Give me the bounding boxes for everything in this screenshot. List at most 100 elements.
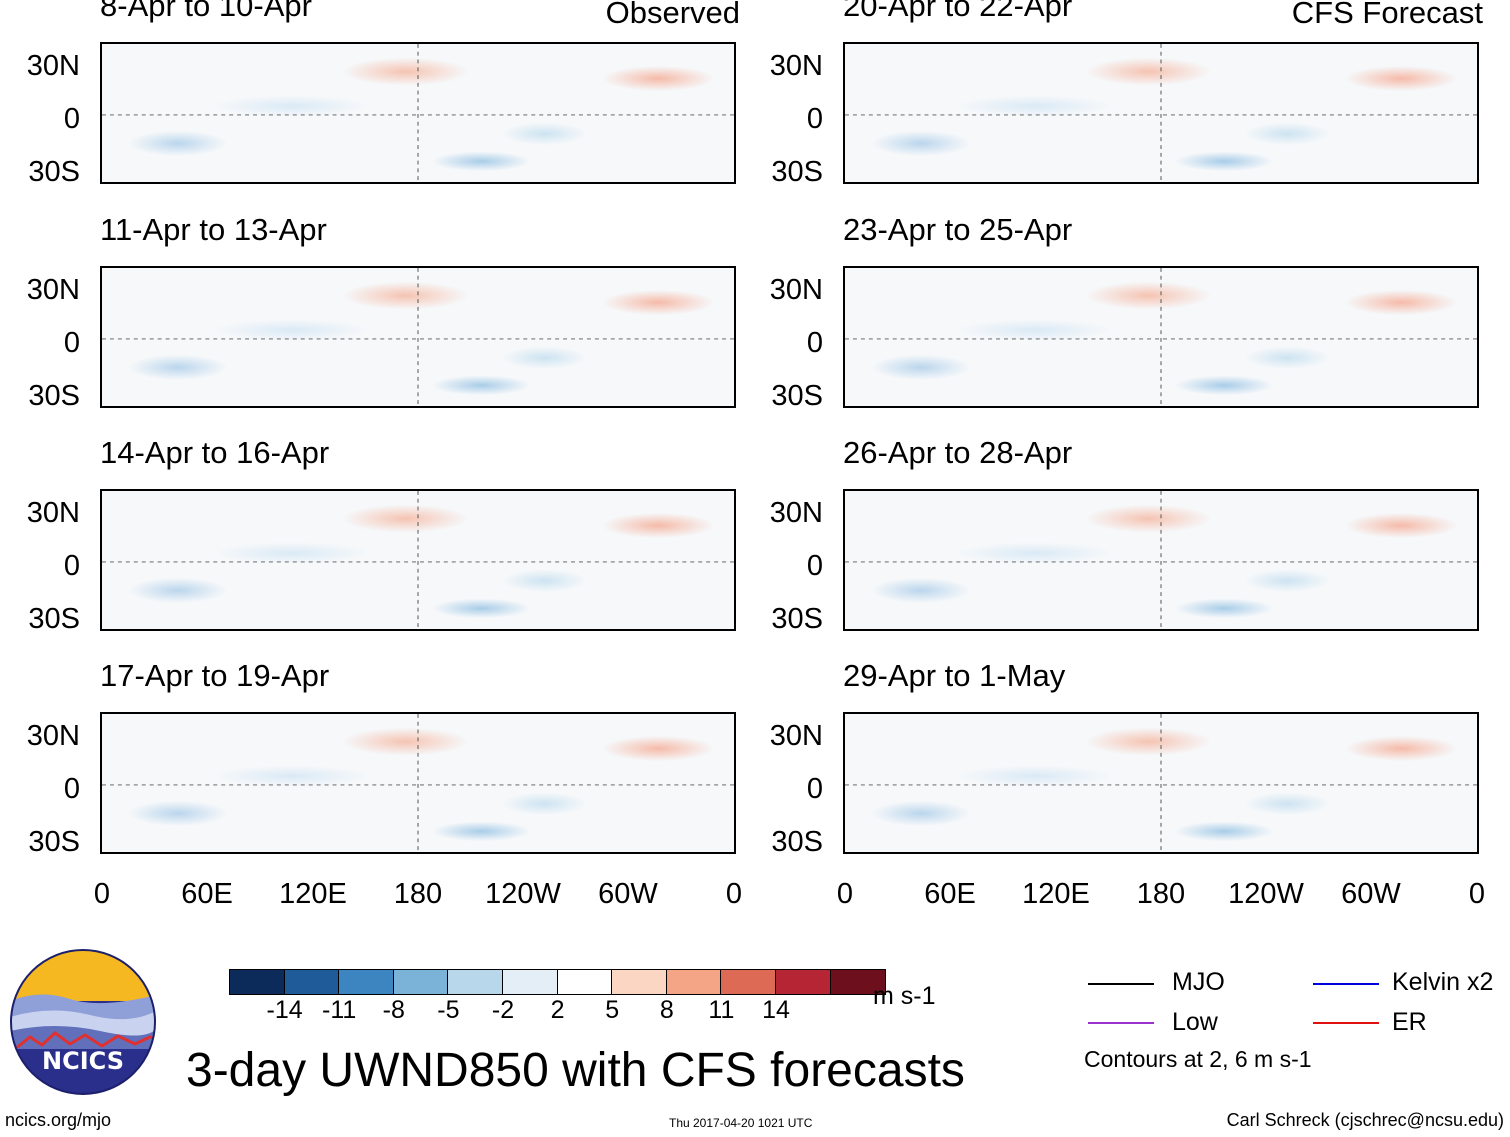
colorbar-box xyxy=(666,970,722,994)
y-tick: 30S xyxy=(771,826,823,858)
legend-label: Kelvin x2 xyxy=(1392,968,1494,996)
map-plot xyxy=(843,266,1479,408)
x-tick: 60E xyxy=(181,878,233,910)
panel-observed-1: 8-Apr to 10-Apr Observed xyxy=(100,0,740,220)
panel-observed-4: 17-Apr to 19-Apr xyxy=(100,658,740,890)
x-tick: 180 xyxy=(393,878,443,910)
y-tick: 30S xyxy=(28,603,80,635)
colorbar-units: m s-1 xyxy=(873,982,936,1010)
main-title: 3-day UWND850 with CFS forecasts xyxy=(186,1044,965,1097)
map-plot xyxy=(100,266,736,408)
panel-observed-3: 14-Apr to 16-Apr xyxy=(100,435,740,667)
map-plot xyxy=(843,489,1479,631)
footer-url[interactable]: ncics.org/mjo xyxy=(5,1110,112,1130)
y-tick: 30N xyxy=(769,720,823,752)
panel-title: 20-Apr to 22-Apr xyxy=(843,0,1073,23)
x-axis-right: 0 60E 120E 180 120W 60W 0 xyxy=(837,878,1486,914)
x-tick: 0 xyxy=(1468,878,1486,910)
panel-title: 29-Apr to 1-May xyxy=(843,658,1066,693)
colorbar-label: 11 xyxy=(708,996,735,1024)
colorbar-box xyxy=(284,970,340,994)
map-plot xyxy=(843,42,1479,184)
panel-forecast-4: 29-Apr to 1-May xyxy=(843,658,1483,890)
colorbar-box xyxy=(557,970,613,994)
colorbar-box xyxy=(830,970,886,994)
x-tick: 120E xyxy=(1022,878,1090,910)
y-tick: 0 xyxy=(63,550,80,582)
panel-forecast-3: 26-Apr to 28-Apr xyxy=(843,435,1483,667)
y-tick: 30N xyxy=(769,50,823,82)
colorbar-label: -14 xyxy=(266,996,303,1024)
y-tick: 0 xyxy=(806,103,823,135)
colorbar-label: -5 xyxy=(437,996,460,1024)
legend-label: Low xyxy=(1172,1008,1218,1036)
footer-author: Carl Schreck (cjschrec@ncsu.edu) xyxy=(1226,1110,1504,1130)
y-tick: 30N xyxy=(26,274,80,306)
colorbar-box xyxy=(612,970,667,994)
y-tick: 0 xyxy=(806,550,823,582)
y-tick: 30S xyxy=(28,156,80,188)
colorbar-label: 8 xyxy=(659,996,674,1024)
panel-title: 14-Apr to 16-Apr xyxy=(100,435,330,470)
x-tick: 0 xyxy=(93,878,111,910)
y-tick: 0 xyxy=(806,773,823,805)
panel-forecast-1: 20-Apr to 22-Apr CFS Forecast xyxy=(843,0,1483,220)
colorbar-box xyxy=(502,970,558,994)
colorbar-box xyxy=(230,970,285,994)
y-tick: 30N xyxy=(26,50,80,82)
x-tick: 60E xyxy=(924,878,976,910)
panel-title: 17-Apr to 19-Apr xyxy=(100,658,330,693)
y-tick: 0 xyxy=(806,327,823,359)
legend-swatch-mjo xyxy=(1088,983,1154,985)
panel-title: 8-Apr to 10-Apr xyxy=(100,0,312,23)
panel-observed-2: 11-Apr to 13-Apr xyxy=(100,212,740,444)
legend-swatch-er xyxy=(1313,1022,1379,1024)
colorbar-label: 2 xyxy=(550,996,565,1024)
footer-timestamp: Thu 2017-04-20 1021 UTC xyxy=(669,1116,813,1130)
legend-swatch-low xyxy=(1088,1022,1154,1024)
colorbar xyxy=(229,969,887,995)
y-tick: 0 xyxy=(63,773,80,805)
y-tick: 30S xyxy=(771,380,823,412)
y-tick: 0 xyxy=(63,103,80,135)
y-tick: 30S xyxy=(771,603,823,635)
map-plot xyxy=(100,42,736,184)
x-tick: 0 xyxy=(725,878,743,910)
x-tick: 0 xyxy=(836,878,854,910)
colorbar-box xyxy=(775,970,831,994)
map-plot xyxy=(100,489,736,631)
colorbar-label: -2 xyxy=(491,996,515,1024)
y-tick: 30S xyxy=(28,380,80,412)
colorbar-box xyxy=(448,970,503,994)
contours-note: Contours at 2, 6 m s-1 xyxy=(1084,1046,1312,1072)
map-plot xyxy=(843,712,1479,854)
colorbar-box xyxy=(393,970,449,994)
x-tick: 60W xyxy=(598,878,658,910)
panel-title: 26-Apr to 28-Apr xyxy=(843,435,1073,470)
x-tick: 120E xyxy=(279,878,347,910)
colorbar-box xyxy=(721,970,776,994)
colorbar-box xyxy=(339,970,394,994)
legend-swatch-kelvin xyxy=(1313,983,1379,985)
legend-label: ER xyxy=(1392,1008,1427,1036)
x-tick: 60W xyxy=(1341,878,1401,910)
y-tick: 0 xyxy=(63,327,80,359)
x-tick: 120W xyxy=(485,878,561,910)
y-tick: 30N xyxy=(769,274,823,306)
x-axis-left: 0 60E 120E 180 120W 60W 0 xyxy=(94,878,743,914)
x-tick: 180 xyxy=(1136,878,1186,910)
ncics-logo: NCICS xyxy=(10,949,156,1095)
map-plot xyxy=(100,712,736,854)
colorbar-label: -11 xyxy=(322,996,357,1024)
y-tick: 30S xyxy=(28,826,80,858)
panel-forecast-2: 23-Apr to 25-Apr xyxy=(843,212,1483,444)
colorbar-label: -8 xyxy=(382,996,405,1024)
legend-label: MJO xyxy=(1172,968,1225,996)
panel-title: 11-Apr to 13-Apr xyxy=(100,212,327,247)
panel-label: Observed xyxy=(605,0,740,30)
y-tick: 30N xyxy=(769,497,823,529)
colorbar-label: 5 xyxy=(605,996,620,1024)
x-tick: 120W xyxy=(1228,878,1304,910)
y-tick: 30S xyxy=(771,156,823,188)
y-tick: 30N xyxy=(26,497,80,529)
